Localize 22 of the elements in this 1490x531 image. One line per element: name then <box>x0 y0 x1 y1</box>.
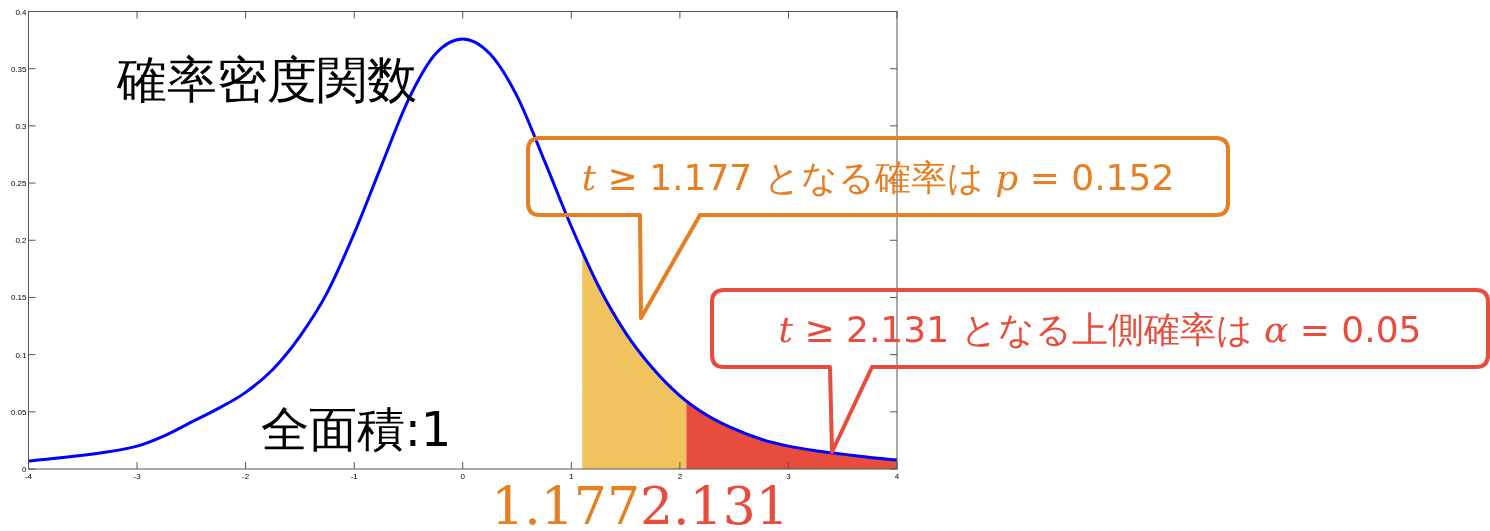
annotation: 確率密度関数 <box>116 51 417 109</box>
y-tick-label: 0 <box>22 465 28 474</box>
x-tick-label: -3 <box>133 472 142 481</box>
x-tick-label: 4 <box>894 472 900 481</box>
y-tick-label: 0.35 <box>10 64 28 74</box>
y-tick-label: 0.15 <box>10 293 28 303</box>
y-tick-label: 0.4 <box>15 7 28 17</box>
x-tick-label: 1 <box>569 472 575 481</box>
x-tick-label: 0 <box>460 472 466 481</box>
x-tick-label: -2 <box>242 472 250 481</box>
x-tick-label: 3 <box>786 472 792 481</box>
y-tick-label: 0.2 <box>15 236 28 246</box>
y-tick-label: 0.1 <box>15 350 28 360</box>
y-tick-label: 0.05 <box>10 407 28 417</box>
annotation: t ≥ 2.131 となる上側確率は α = 0.05 <box>778 308 1422 350</box>
x-tick-label: 2 <box>677 472 683 481</box>
y-tick-label: 0.25 <box>10 179 28 189</box>
x-tick-label: -4 <box>24 472 33 481</box>
x-tick-label: -1 <box>350 472 359 481</box>
annotation: 全面積:1 <box>260 401 452 457</box>
y-tick-label: 0.3 <box>15 121 28 131</box>
annotation: t ≥ 1.177 となる確率は p = 0.152 <box>581 156 1175 198</box>
